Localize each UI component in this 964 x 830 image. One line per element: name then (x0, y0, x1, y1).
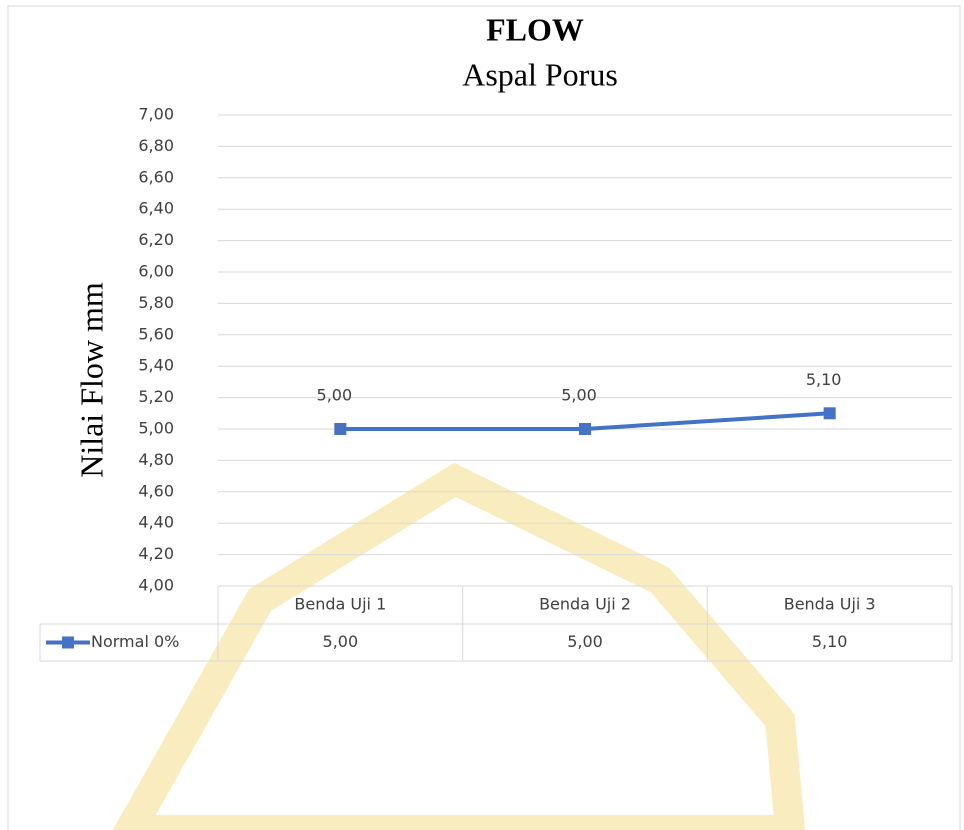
y-tick-label: 6,40 (138, 199, 174, 218)
marker (334, 423, 347, 435)
data-label: 5,00 (561, 386, 597, 405)
y-tick-label: 4,60 (138, 481, 174, 500)
marker (579, 423, 591, 435)
legend-marker (62, 636, 74, 649)
y-tick-label: 5,80 (138, 293, 174, 312)
y-tick-label: 5,60 (138, 324, 174, 343)
watermark (112, 462, 806, 830)
x-tick-label: Benda Uji 1 (294, 595, 386, 614)
table-value: 5,00 (323, 632, 359, 651)
x-tick-label: Benda Uji 2 (539, 595, 631, 614)
chart-title: FLOW (486, 11, 584, 47)
y-tick-label: 4,40 (138, 513, 174, 532)
y-tick-label: 4,00 (138, 576, 174, 595)
y-tick-label: 4,20 (138, 544, 174, 563)
data-label: 5,10 (806, 370, 842, 389)
legend-label: Normal 0% (91, 632, 179, 651)
y-tick-label: 5,20 (138, 387, 174, 406)
y-tick-label: 6,60 (138, 167, 174, 186)
y-tick-label: 4,80 (138, 450, 174, 469)
y-tick-label: 7,00 (138, 105, 174, 124)
marker (823, 407, 836, 420)
chart-border (7, 5, 961, 830)
y-tick-label: 6,80 (138, 136, 174, 155)
y-axis-label: Nilai Flow mm (73, 282, 109, 478)
y-tick-label: 6,00 (138, 262, 174, 281)
data-label: 5,00 (317, 386, 353, 405)
table-value: 5,00 (567, 632, 603, 651)
y-tick-label: 6,20 (138, 230, 174, 249)
chart-subtitle: Aspal Porus (462, 56, 618, 92)
table-value: 5,10 (812, 632, 848, 651)
x-tick-label: Benda Uji 3 (784, 595, 876, 614)
y-tick-label: 5,40 (138, 356, 174, 375)
y-tick-label: 5,00 (138, 419, 174, 438)
